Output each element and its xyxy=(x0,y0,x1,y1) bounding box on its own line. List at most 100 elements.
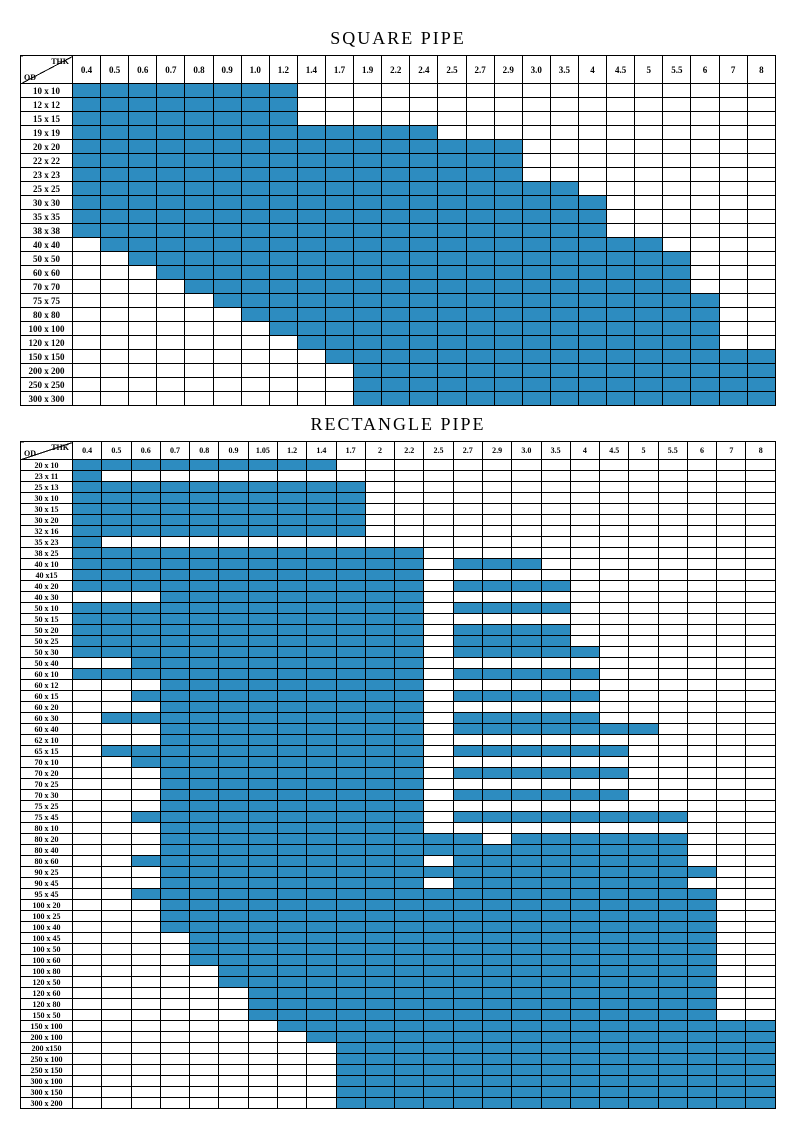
availability-cell xyxy=(354,224,382,238)
availability-cell xyxy=(482,636,511,647)
availability-cell xyxy=(746,691,776,702)
availability-cell xyxy=(494,350,522,364)
availability-cell xyxy=(365,515,394,526)
availability-cell xyxy=(73,845,102,856)
table-row: 300 x 200 xyxy=(21,1098,776,1109)
availability-cell xyxy=(453,746,482,757)
availability-cell xyxy=(747,252,775,266)
availability-cell xyxy=(277,460,306,471)
availability-cell xyxy=(719,210,747,224)
availability-cell xyxy=(219,757,248,768)
availability-cell xyxy=(277,757,306,768)
availability-cell xyxy=(129,140,157,154)
availability-cell xyxy=(512,592,541,603)
availability-cell xyxy=(717,1010,746,1021)
availability-cell xyxy=(570,944,599,955)
availability-cell xyxy=(629,801,658,812)
availability-cell xyxy=(307,834,336,845)
availability-cell xyxy=(102,1098,131,1109)
availability-cell xyxy=(658,625,687,636)
availability-cell xyxy=(185,364,213,378)
availability-cell xyxy=(746,1032,776,1043)
availability-cell xyxy=(73,126,101,140)
availability-cell xyxy=(629,702,658,713)
availability-cell xyxy=(541,768,570,779)
availability-cell xyxy=(248,757,277,768)
availability-cell xyxy=(395,889,424,900)
availability-cell xyxy=(747,378,775,392)
availability-cell xyxy=(410,364,438,378)
availability-cell xyxy=(658,680,687,691)
availability-cell xyxy=(719,392,747,406)
availability-cell xyxy=(219,614,248,625)
availability-cell xyxy=(466,196,494,210)
availability-cell xyxy=(395,922,424,933)
availability-cell xyxy=(629,845,658,856)
availability-cell xyxy=(635,84,663,98)
availability-cell xyxy=(131,812,160,823)
availability-cell xyxy=(131,669,160,680)
availability-cell xyxy=(160,1010,189,1021)
availability-cell xyxy=(73,308,101,322)
availability-cell xyxy=(336,966,365,977)
availability-cell xyxy=(190,977,219,988)
availability-cell xyxy=(307,614,336,625)
availability-cell xyxy=(382,350,410,364)
availability-cell xyxy=(129,112,157,126)
availability-cell xyxy=(691,140,719,154)
availability-cell xyxy=(102,570,131,581)
availability-cell xyxy=(687,988,716,999)
od-cell: 25 x 25 xyxy=(21,182,73,196)
availability-cell xyxy=(73,364,101,378)
availability-cell xyxy=(325,168,353,182)
availability-cell xyxy=(102,966,131,977)
availability-cell xyxy=(395,702,424,713)
availability-cell xyxy=(578,154,606,168)
availability-cell xyxy=(512,460,541,471)
availability-cell xyxy=(131,977,160,988)
availability-cell xyxy=(424,724,453,735)
availability-cell xyxy=(746,1076,776,1087)
availability-cell xyxy=(717,493,746,504)
availability-cell xyxy=(395,548,424,559)
availability-cell xyxy=(746,471,776,482)
availability-cell xyxy=(102,746,131,757)
availability-cell xyxy=(717,471,746,482)
availability-cell xyxy=(131,834,160,845)
availability-cell xyxy=(277,1010,306,1021)
availability-cell xyxy=(550,210,578,224)
availability-cell xyxy=(629,691,658,702)
availability-cell xyxy=(570,548,599,559)
availability-cell xyxy=(336,1032,365,1043)
availability-cell xyxy=(466,378,494,392)
availability-cell xyxy=(687,735,716,746)
availability-cell xyxy=(719,364,747,378)
od-cell: 50 x 40 xyxy=(21,658,73,669)
availability-cell xyxy=(131,1043,160,1054)
od-cell: 22 x 22 xyxy=(21,154,73,168)
availability-cell xyxy=(365,691,394,702)
availability-cell xyxy=(102,834,131,845)
availability-cell xyxy=(541,504,570,515)
availability-cell xyxy=(241,266,269,280)
availability-cell xyxy=(213,266,241,280)
availability-cell xyxy=(131,548,160,559)
availability-cell xyxy=(719,378,747,392)
availability-cell xyxy=(453,581,482,592)
availability-cell xyxy=(600,757,629,768)
availability-cell xyxy=(658,790,687,801)
availability-cell xyxy=(453,1043,482,1054)
thk-header: 1.7 xyxy=(325,56,353,84)
od-cell: 10 x 10 xyxy=(21,84,73,98)
availability-cell xyxy=(541,845,570,856)
availability-cell xyxy=(607,182,635,196)
availability-cell xyxy=(185,154,213,168)
availability-cell xyxy=(365,801,394,812)
availability-cell xyxy=(438,308,466,322)
table-row: 40 x 10 xyxy=(21,559,776,570)
thk-header: 3.0 xyxy=(512,442,541,460)
availability-cell xyxy=(365,966,394,977)
availability-cell xyxy=(73,636,102,647)
availability-cell xyxy=(424,493,453,504)
availability-cell xyxy=(687,889,716,900)
